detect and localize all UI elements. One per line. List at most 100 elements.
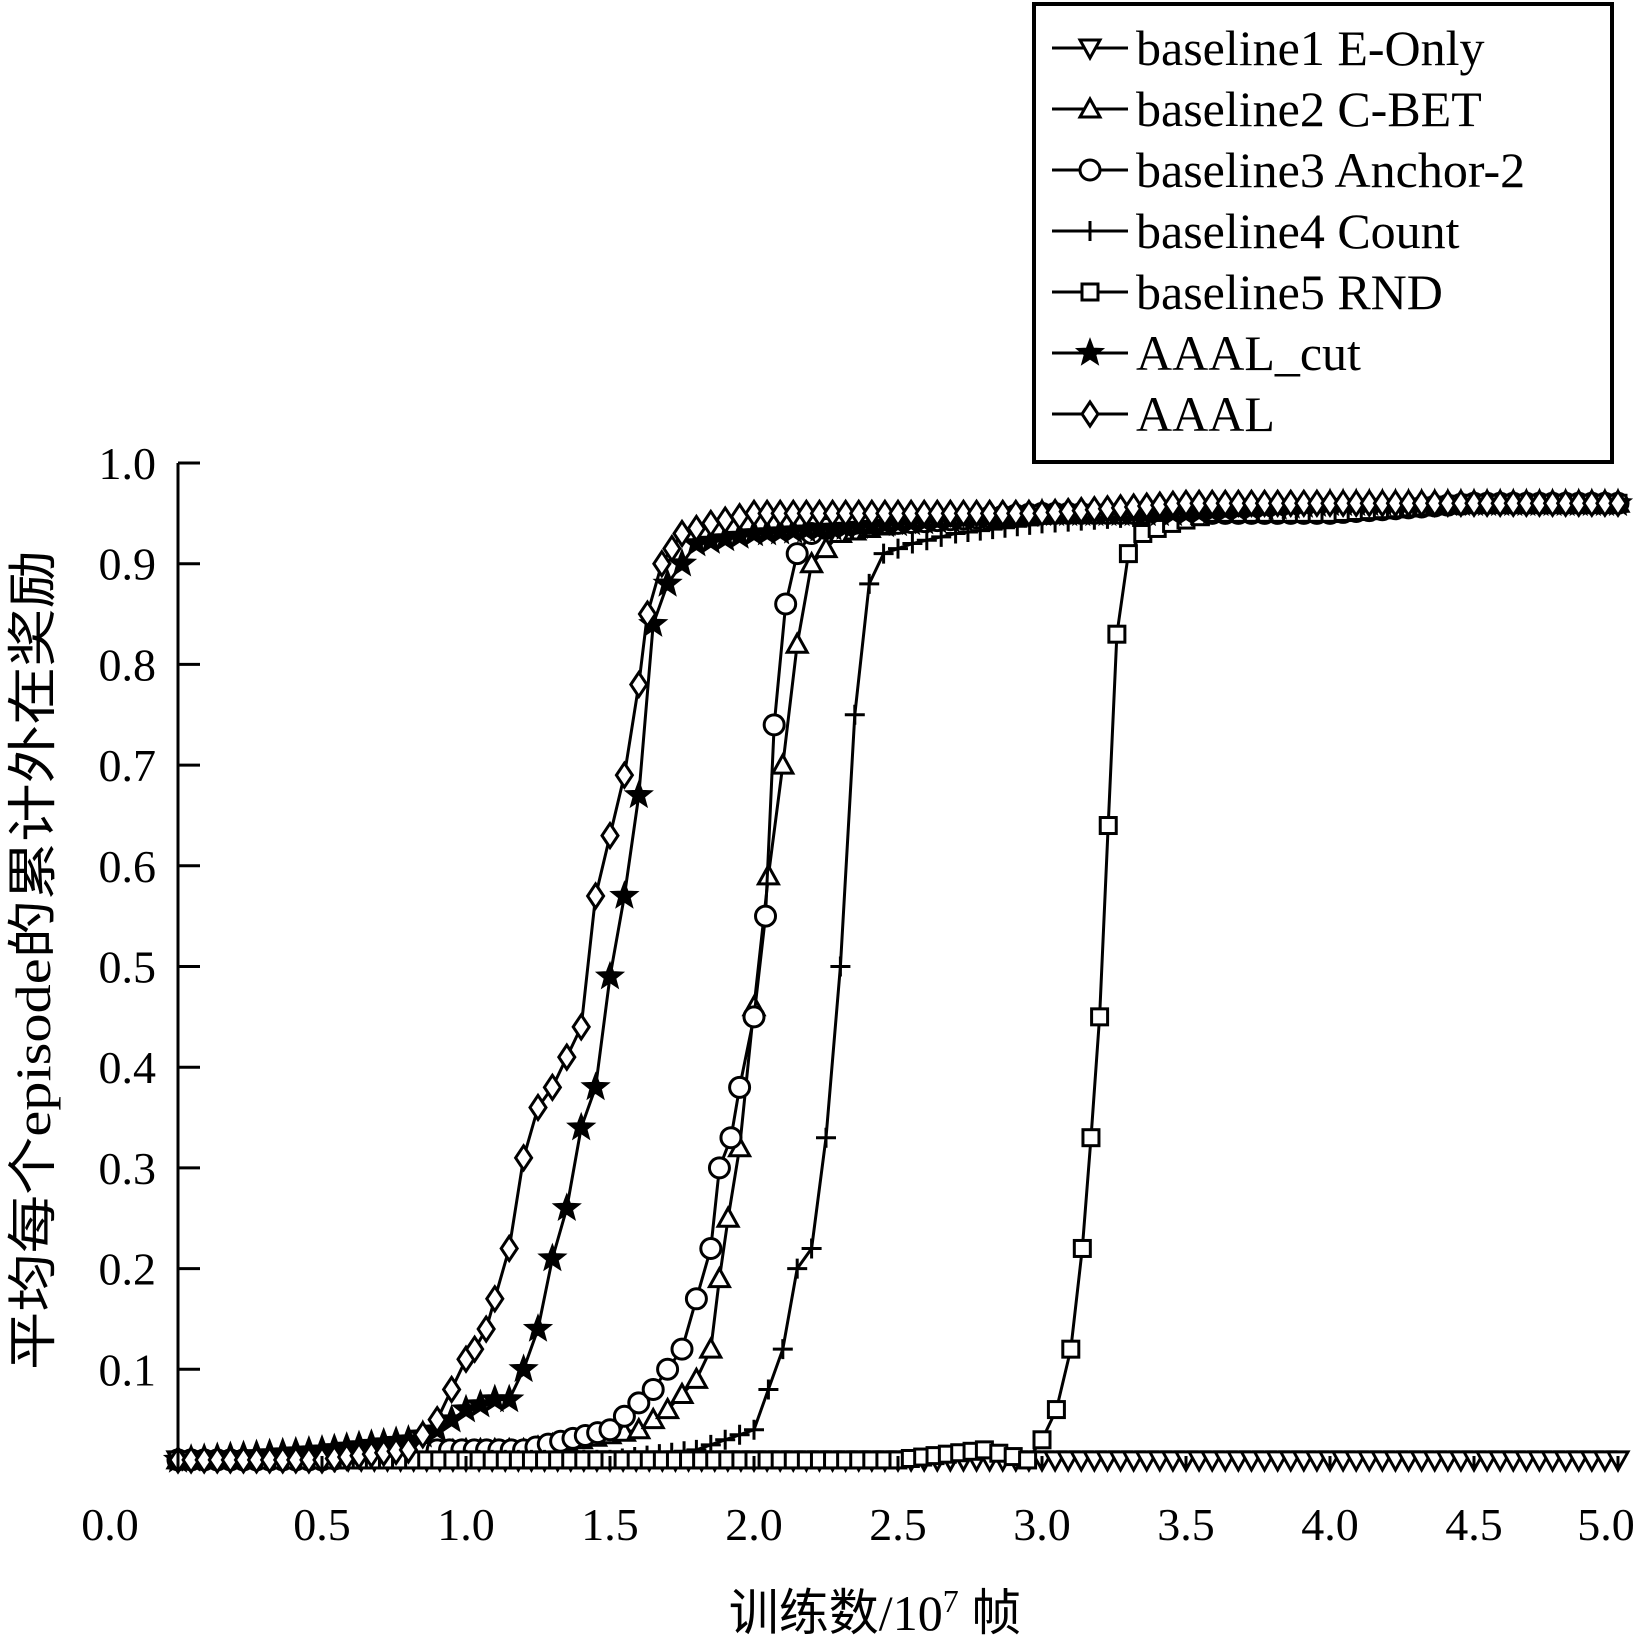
data-point (669, 1381, 695, 1404)
data-point (1058, 496, 1078, 527)
data-point (862, 498, 882, 529)
data-point (1555, 488, 1576, 518)
data-point (744, 1419, 764, 1440)
data-point (1110, 493, 1131, 523)
data-point (699, 1236, 723, 1260)
data-point (181, 1445, 201, 1475)
y-tick-label: 0.3 (99, 1143, 157, 1194)
data-point (1202, 488, 1222, 518)
data-point (902, 533, 923, 554)
data-point (1595, 488, 1615, 518)
data-point (1398, 488, 1419, 518)
data-point (844, 704, 865, 725)
legend-item: baseline1 E-Only (1052, 20, 1485, 76)
legend-item: baseline4 Count (1052, 203, 1460, 259)
data-point (979, 498, 1000, 529)
legend-item: baseline3 Anchor-2 (1052, 142, 1525, 198)
data-point (1072, 1238, 1092, 1258)
data-point (1529, 488, 1550, 518)
data-point (513, 1143, 534, 1173)
data-point (1123, 492, 1144, 522)
data-point (754, 904, 778, 928)
data-point (799, 550, 825, 574)
series-5 (168, 493, 1628, 1470)
data-point (757, 498, 777, 529)
data-point (1359, 488, 1380, 518)
data-point (742, 1005, 766, 1029)
series-4 (168, 493, 1628, 1470)
data-point (931, 526, 952, 547)
data-point (580, 1071, 611, 1101)
data-point (1019, 498, 1039, 529)
legend-item: baseline2 C-BET (1052, 81, 1482, 137)
data-point (1307, 488, 1327, 518)
y-tick-label: 0.4 (99, 1042, 157, 1093)
data-point (770, 752, 796, 775)
data-point (1071, 495, 1092, 526)
data-point (783, 498, 804, 529)
series-line (177, 501, 1618, 1462)
data-point (259, 1445, 280, 1475)
legend-item: AAAL (1052, 386, 1275, 442)
x-tick-label: 5.0 (1577, 1499, 1635, 1550)
data-point (662, 533, 682, 564)
data-point (785, 542, 809, 566)
series-2 (165, 490, 1631, 1470)
data-point (914, 498, 934, 529)
data-point (744, 498, 764, 529)
data-point (835, 498, 856, 529)
data-point (628, 669, 649, 700)
data-point (1061, 1339, 1081, 1359)
data-point (1032, 498, 1052, 529)
series-line (178, 501, 1618, 1462)
data-point (1451, 488, 1471, 518)
data-point (522, 1313, 554, 1342)
data-point (609, 880, 640, 909)
data-point (784, 631, 810, 654)
data-point (1385, 488, 1406, 518)
data-point (774, 592, 798, 616)
data-point (1372, 488, 1393, 518)
data-point (194, 1445, 214, 1475)
data-point (1254, 488, 1275, 518)
legend-swatch-marker (1080, 399, 1100, 429)
data-point (464, 1334, 485, 1364)
y-tick-label: 0.7 (99, 740, 157, 791)
data-point (683, 1366, 709, 1389)
legend-label: baseline5 RND (1136, 264, 1443, 320)
data-point (508, 1353, 539, 1383)
data-point (1241, 488, 1262, 518)
data-point (1163, 489, 1183, 519)
data-point (623, 779, 654, 809)
data-point (1098, 816, 1118, 836)
data-point (1477, 488, 1497, 518)
data-point (1150, 490, 1170, 520)
data-point (1228, 488, 1249, 518)
legend-swatch-marker (1078, 158, 1102, 182)
series-layer (162, 487, 1634, 1475)
legend-label: baseline1 E-Only (1136, 20, 1485, 76)
data-point (729, 1424, 750, 1445)
data-point (1046, 1400, 1066, 1420)
data-point (953, 498, 974, 529)
data-point (940, 498, 961, 529)
data-point (427, 1404, 448, 1435)
data-point (571, 1012, 592, 1042)
data-point (398, 1435, 419, 1465)
data-point (1006, 498, 1026, 529)
data-point (966, 498, 987, 529)
data-point (551, 1192, 582, 1221)
legend-item: AAAL_cut (1052, 325, 1361, 381)
data-point (1280, 488, 1301, 518)
data-point (813, 535, 839, 559)
data-point (566, 1111, 597, 1141)
series-line (178, 501, 1618, 1462)
data-point (246, 1445, 267, 1475)
data-point (1189, 488, 1209, 518)
y-tick-label: 0.9 (99, 539, 157, 590)
data-point (1032, 1430, 1052, 1450)
data-point (715, 1205, 741, 1228)
axes: 0.1 0.2 0.3 0.4 0.5 0.6 0.7 0.8 0.9 1.0 0.0 0.5 1.0 1… (81, 438, 1635, 1550)
data-point (233, 1445, 254, 1475)
data-point (1333, 488, 1353, 518)
